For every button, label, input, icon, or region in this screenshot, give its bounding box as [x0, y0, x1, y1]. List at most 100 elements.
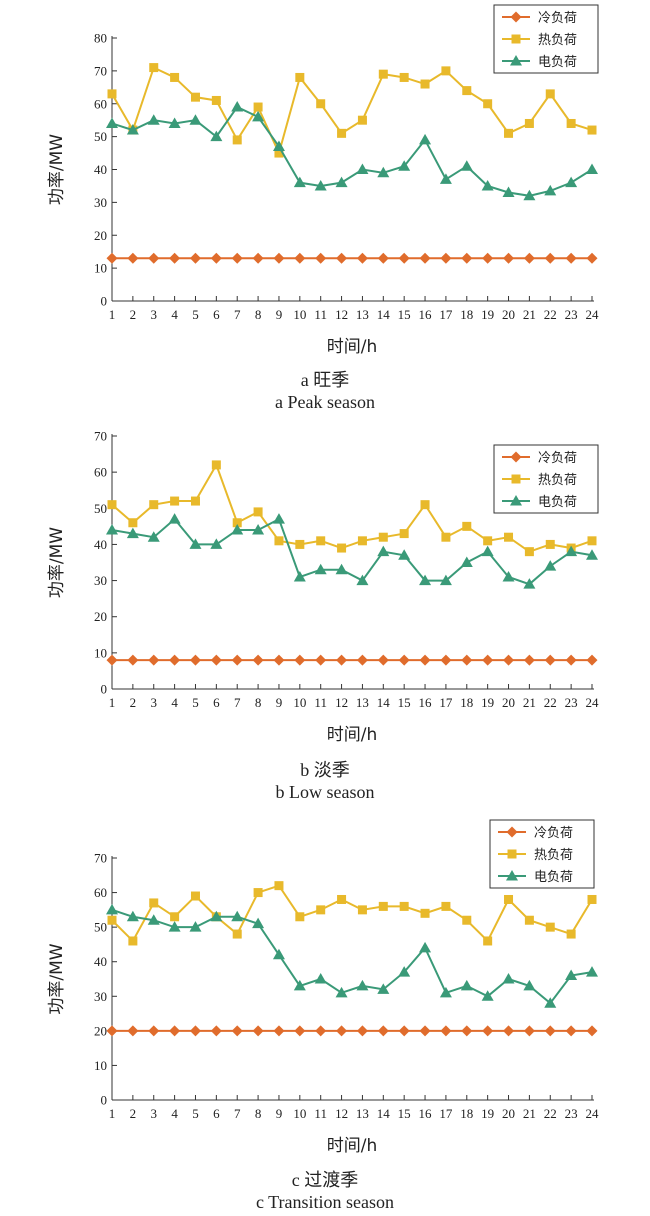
- x-tick-label: 18: [460, 1106, 473, 1121]
- data-point-cold: [398, 252, 410, 264]
- data-point-heat: [420, 79, 430, 89]
- data-point-heat: [587, 536, 597, 546]
- y-axis-title: 功率/MW: [47, 943, 67, 1014]
- x-tick-label: 1: [109, 1106, 116, 1121]
- data-point-elec: [356, 163, 369, 174]
- data-point-heat: [190, 891, 200, 901]
- x-tick-label: 19: [481, 1106, 494, 1121]
- data-point-heat: [399, 529, 409, 539]
- data-point-heat: [504, 532, 514, 542]
- legend-marker-cold: [510, 11, 522, 23]
- data-point-heat: [587, 894, 597, 904]
- x-tick-label: 12: [335, 307, 348, 322]
- x-tick-label: 21: [523, 695, 536, 710]
- chart-panel-low: 0 10 20 30 40 50 60 70 1 2 3 4 5 6 7 8 9 10 11 12 13 14 15 16 17…: [0, 420, 650, 810]
- y-tick-label: 30: [94, 573, 107, 588]
- x-tick-label: 5: [192, 1106, 199, 1121]
- y-axis-title: 功率/MW: [47, 134, 67, 205]
- y-tick-label: 70: [94, 851, 107, 866]
- data-point-heat: [232, 929, 242, 939]
- x-axis-title: 时间/h: [327, 725, 378, 745]
- y-tick-label: 60: [94, 96, 107, 111]
- x-tick-label: 6: [213, 307, 220, 322]
- x-tick-label: 19: [481, 307, 494, 322]
- chart-panel-peak: 0 10 20 30 40 50 60 70 80 1 2 3 4 5 6 7 8 9 10 11 12 13 14 15 16…: [0, 0, 650, 420]
- data-point-elec: [231, 910, 244, 922]
- x-tick-label: 23: [565, 1106, 578, 1121]
- data-point-elec: [502, 570, 515, 582]
- data-point-cold: [252, 654, 264, 666]
- data-point-cold: [503, 654, 515, 666]
- data-point-cold: [336, 1025, 348, 1037]
- data-point-elec: [147, 914, 160, 925]
- data-point-heat: [128, 936, 138, 946]
- caption-zh: a 旺季: [300, 370, 350, 390]
- x-tick-label: 8: [255, 307, 262, 322]
- y-tick-label: 10: [94, 261, 107, 276]
- y-tick-label: 20: [94, 1023, 107, 1038]
- data-point-cold: [336, 252, 348, 264]
- data-point-heat: [211, 460, 221, 470]
- x-tick-label: 2: [130, 695, 137, 710]
- x-tick-label: 20: [502, 695, 515, 710]
- data-point-elec: [544, 560, 557, 571]
- data-point-heat: [504, 894, 514, 904]
- data-point-heat: [545, 539, 555, 549]
- data-point-elec: [586, 549, 598, 560]
- legend-label: 冷负荷: [538, 11, 577, 26]
- data-point-elec: [335, 986, 348, 998]
- data-point-cold: [461, 1025, 473, 1037]
- data-point-heat: [378, 532, 388, 542]
- data-point-elec: [419, 133, 432, 145]
- data-point-heat: [399, 72, 409, 82]
- x-tick-label: 2: [130, 307, 137, 322]
- data-point-heat: [107, 89, 117, 99]
- data-point-cold: [544, 654, 556, 666]
- caption-en: a Peak season: [275, 392, 375, 412]
- legend-label: 电负荷: [534, 870, 573, 885]
- x-tick-label: 23: [565, 307, 578, 322]
- data-point-elec: [106, 117, 118, 128]
- data-point-heat: [337, 543, 347, 553]
- data-point-heat: [378, 901, 388, 911]
- data-point-elec: [565, 176, 578, 188]
- legend-marker-heat: [511, 34, 521, 44]
- data-point-heat: [337, 128, 347, 138]
- data-point-heat: [295, 539, 305, 549]
- x-tick-label: 7: [234, 1106, 241, 1121]
- data-point-elec: [147, 531, 160, 542]
- data-point-cold: [210, 1025, 222, 1037]
- x-tick-label: 10: [293, 307, 306, 322]
- y-tick-label: 70: [94, 429, 107, 444]
- data-point-heat: [253, 102, 263, 112]
- x-tick-label: 21: [523, 307, 536, 322]
- data-point-elec: [231, 523, 244, 535]
- x-tick-label: 16: [419, 695, 433, 710]
- x-tick-label: 15: [398, 307, 411, 322]
- x-tick-label: 7: [234, 695, 241, 710]
- data-point-cold: [377, 252, 389, 264]
- data-point-elec: [419, 574, 432, 586]
- data-point-cold: [336, 654, 348, 666]
- data-point-cold: [503, 252, 515, 264]
- data-point-cold: [127, 1025, 139, 1037]
- data-point-cold: [315, 252, 327, 264]
- data-point-cold: [106, 654, 118, 666]
- data-point-elec: [544, 997, 557, 1008]
- data-point-cold: [273, 654, 285, 666]
- data-point-heat: [211, 95, 221, 105]
- data-point-heat: [524, 118, 534, 128]
- data-point-heat: [295, 72, 305, 82]
- x-tick-label: 15: [398, 695, 411, 710]
- data-point-cold: [586, 252, 598, 264]
- data-point-cold: [544, 252, 556, 264]
- x-tick-label: 12: [335, 695, 348, 710]
- data-point-heat: [483, 936, 493, 946]
- data-point-elec: [586, 163, 598, 174]
- legend-label: 冷负荷: [538, 451, 577, 466]
- data-point-elec: [293, 979, 306, 991]
- data-point-cold: [482, 654, 494, 666]
- data-point-elec: [565, 545, 578, 557]
- data-point-cold: [461, 252, 473, 264]
- data-point-elec: [335, 176, 348, 188]
